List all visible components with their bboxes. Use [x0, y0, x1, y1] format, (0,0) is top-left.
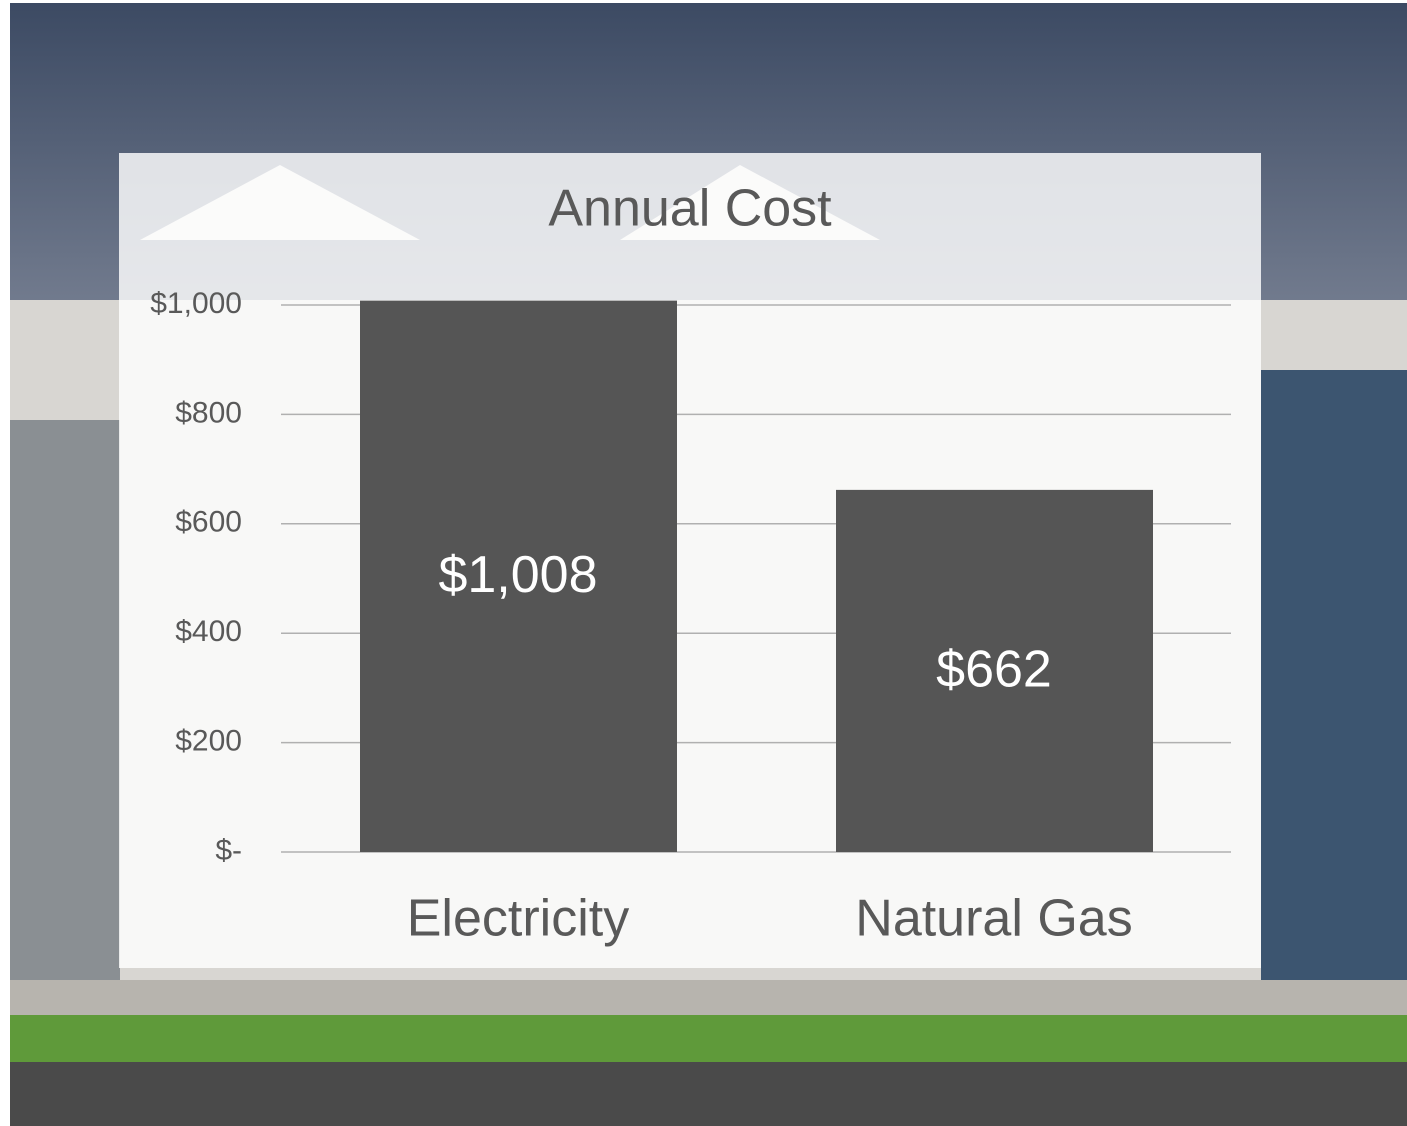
chart-title: Annual Cost	[548, 180, 832, 238]
value-label: $1,008	[438, 546, 597, 604]
y-tick-label: $1,000	[150, 287, 242, 320]
y-tick-label: $800	[175, 396, 242, 429]
y-tick-label: $200	[175, 725, 242, 758]
y-tick-label: $400	[175, 615, 242, 648]
y-tick-label: $600	[175, 506, 242, 539]
value-label: $662	[936, 641, 1052, 699]
x-tick-label: Electricity	[407, 890, 629, 948]
chart: Annual Cost $- $200 $400 $600 $800 $1,000 Elec…	[0, 0, 1407, 1126]
x-tick-label: Natural Gas	[855, 890, 1132, 948]
y-tick-label: $-	[215, 834, 242, 867]
